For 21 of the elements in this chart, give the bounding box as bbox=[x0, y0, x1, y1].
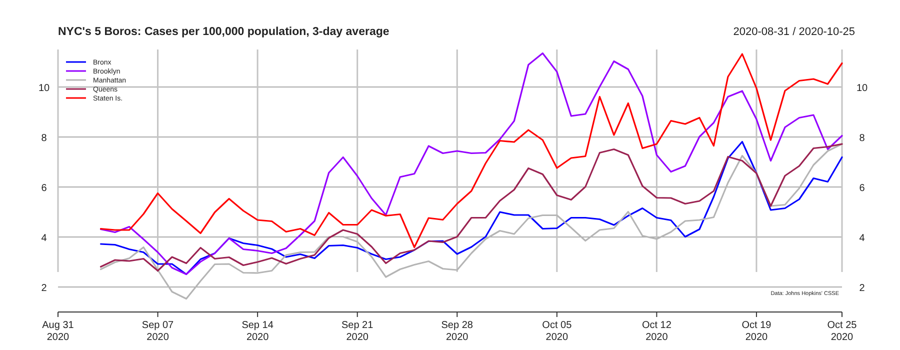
x-tick-label: Aug 31 2020 bbox=[42, 320, 74, 343]
y-tick-label: 10 bbox=[38, 83, 50, 94]
y2-tick-label: 6 bbox=[859, 183, 866, 194]
y2-tick-label: 2 bbox=[859, 283, 866, 294]
x-tick-label: Sep 28 2020 bbox=[441, 320, 474, 343]
y-tick-label: 8 bbox=[41, 133, 48, 144]
chart-title: NYC's 5 Boros: Cases per 100,000 population, 3-day average bbox=[58, 26, 390, 38]
x-tick-label: Sep 21 2020 bbox=[341, 320, 374, 343]
x-tick-label: Oct 12 2020 bbox=[642, 320, 672, 343]
y2-tick-label: 10 bbox=[856, 83, 868, 94]
y-tick-label: 6 bbox=[41, 183, 48, 194]
x-tick-label: Oct 25 2020 bbox=[827, 320, 858, 343]
y-tick-label: 4 bbox=[41, 233, 48, 244]
x-tick-label: Sep 07 2020 bbox=[142, 320, 174, 343]
x-tick-label: Oct 05 2020 bbox=[542, 320, 572, 343]
y-tick-label: 2 bbox=[41, 283, 48, 294]
chart-subtitle: 2020-08-31 / 2020-10-25 bbox=[733, 26, 855, 38]
y2-tick-label: 8 bbox=[859, 133, 866, 144]
x-tick-label: Sep 14 2020 bbox=[242, 320, 274, 343]
x-tick-label: Oct 19 2020 bbox=[742, 320, 772, 343]
y2-tick-label: 4 bbox=[859, 233, 866, 244]
